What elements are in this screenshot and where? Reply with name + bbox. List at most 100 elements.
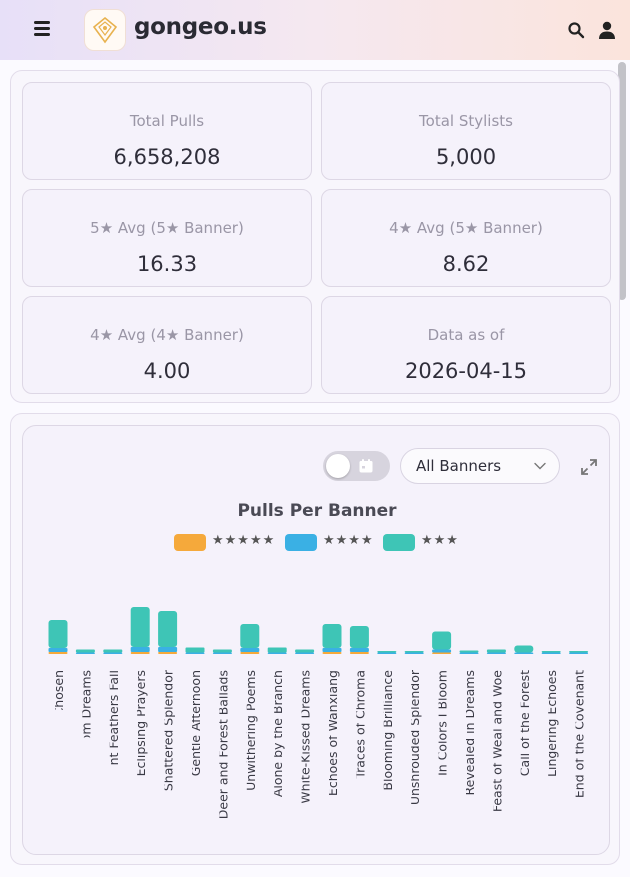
bar-segment[interactable] [322, 652, 342, 654]
bar-segment[interactable] [404, 652, 424, 655]
bar-segment[interactable] [48, 648, 68, 652]
page-scrollbar[interactable] [618, 62, 626, 300]
bar-segment[interactable] [514, 645, 534, 653]
x-tick-label: Traces of Chroma [352, 670, 367, 780]
legend-swatch [383, 534, 415, 551]
bar-segment[interactable] [322, 624, 342, 648]
stat-value: 8.62 [442, 252, 490, 276]
bar-segment[interactable] [486, 652, 506, 655]
bar-segment[interactable] [240, 648, 260, 652]
bar-segment[interactable] [75, 652, 95, 655]
stat-card-total-stylists: Total Stylists 5,000 [321, 82, 611, 180]
x-tick-label: In Colors I Bloom [435, 670, 450, 776]
bar-segment[interactable] [185, 652, 205, 655]
stats-panel: Total Pulls 6,658,208 Total Stylists 5,0… [10, 70, 620, 403]
banner-filter-select[interactable]: All Banners [400, 448, 560, 484]
legend-swatch [285, 534, 317, 551]
x-tick-label: Revealed in Dreams [462, 670, 477, 796]
stat-label: Total Stylists [419, 112, 513, 130]
bar-segment[interactable] [130, 647, 150, 652]
bar-segment[interactable] [432, 631, 452, 650]
bar-segment[interactable] [486, 649, 506, 653]
bar-segment[interactable] [541, 652, 561, 655]
user-icon[interactable] [597, 20, 617, 40]
chart-panel: All Banners Pulls Per Banner ★★★★★ ★★★★ [10, 413, 620, 865]
stat-value: 16.33 [136, 252, 198, 276]
bar-segment[interactable] [322, 648, 342, 652]
hamburger-menu-icon[interactable] [34, 21, 56, 39]
bar-segment[interactable] [459, 652, 479, 655]
bar-segment[interactable] [158, 652, 178, 654]
chart-title: Pulls Per Banner [237, 501, 397, 521]
bar-segment[interactable] [432, 652, 452, 655]
stat-card-total-pulls: Total Pulls 6,658,208 [22, 82, 312, 180]
top-app-bar: gongeo.us [0, 0, 630, 60]
bar-segment[interactable] [267, 647, 287, 653]
calendar-icon [359, 459, 373, 473]
bar-segment[interactable] [158, 611, 178, 647]
bar-segment[interactable] [48, 652, 68, 654]
x-tick-label: Echoes of Wanxiang [325, 670, 340, 796]
site-logo[interactable] [84, 9, 126, 51]
bar-segment[interactable] [349, 652, 369, 654]
stat-label: 5★ Avg (5★ Banner) [90, 219, 244, 237]
bar-segment[interactable] [212, 652, 232, 655]
bar-segment[interactable] [158, 647, 178, 652]
bar-segment[interactable] [295, 649, 315, 653]
bar-segment[interactable] [48, 620, 68, 648]
legend-label: ★★★★★ [212, 533, 276, 548]
x-tick-label: Where Verdant Feathers Fall [106, 670, 121, 846]
stat-label: Total Pulls [129, 112, 205, 130]
expand-icon[interactable] [580, 458, 598, 476]
legend-label: ★★★★ [323, 533, 374, 548]
bar-segment[interactable] [569, 652, 589, 655]
stat-label: Data as of [427, 326, 505, 344]
chart-legend: ★★★★★ ★★★★ ★★★ [23, 532, 611, 552]
stat-card-5star-avg: 5★ Avg (5★ Banner) 16.33 [22, 189, 312, 287]
stat-label: 4★ Avg (4★ Banner) [90, 326, 244, 344]
bar-segment[interactable] [185, 647, 205, 653]
bar-segment[interactable] [377, 652, 397, 655]
brand-name[interactable]: gongeo.us [134, 14, 267, 40]
bar-segment[interactable] [267, 652, 287, 655]
stat-value: 6,658,208 [113, 145, 221, 169]
bar-segment[interactable] [541, 651, 561, 653]
x-tick-label: Eclipsing Prayers [133, 670, 148, 776]
bar-segment[interactable] [240, 652, 260, 654]
x-tick-label: The Path That Is Chosen [51, 670, 66, 822]
bar-segment[interactable] [349, 626, 369, 648]
bar-segment[interactable] [295, 652, 315, 655]
bar-segment[interactable] [459, 650, 479, 653]
stat-value: 5,000 [435, 145, 497, 169]
bar-segment[interactable] [130, 607, 150, 647]
bar-segment[interactable] [103, 652, 123, 655]
x-tick-label: Deer and Forest Ballads [215, 670, 230, 819]
stat-value: 4.00 [143, 359, 191, 383]
x-tick-label: Alone by the Branch [270, 670, 285, 797]
x-tick-label: Blooming Brilliance [380, 670, 395, 791]
stat-label: 4★ Avg (5★ Banner) [389, 219, 543, 237]
date-view-toggle[interactable] [323, 451, 390, 481]
x-tick-label: Mushroom Dreams [78, 670, 93, 788]
bar-chart-plot: The Path That Is Chosen Mushroom Dreams Wh… [48, 607, 589, 846]
bar-segment[interactable] [569, 651, 589, 653]
chevron-down-icon [534, 462, 546, 470]
search-icon[interactable] [567, 21, 585, 39]
stat-card-4star-avg-4star-banner: 4★ Avg (4★ Banner) 4.00 [22, 296, 312, 394]
x-tick-label: White-Kissed Dreams [298, 670, 313, 804]
bar-segment[interactable] [212, 649, 232, 653]
x-tick-label: Unwithering Poems [243, 670, 258, 791]
bar-segment[interactable] [377, 651, 397, 653]
bar-segment[interactable] [130, 652, 150, 654]
stat-value: 2026-04-15 [404, 359, 528, 383]
bar-segment[interactable] [103, 649, 123, 653]
banner-filter-value: All Banners [416, 457, 502, 475]
bar-segment[interactable] [75, 649, 95, 653]
bar-segment[interactable] [514, 652, 534, 655]
stat-card-4star-avg-5star-banner: 4★ Avg (5★ Banner) 8.62 [321, 189, 611, 287]
bar-segment[interactable] [404, 651, 424, 653]
bar-segment[interactable] [432, 649, 452, 653]
bar-segment[interactable] [240, 624, 260, 648]
toggle-knob [326, 454, 350, 478]
bar-segment[interactable] [349, 648, 369, 652]
